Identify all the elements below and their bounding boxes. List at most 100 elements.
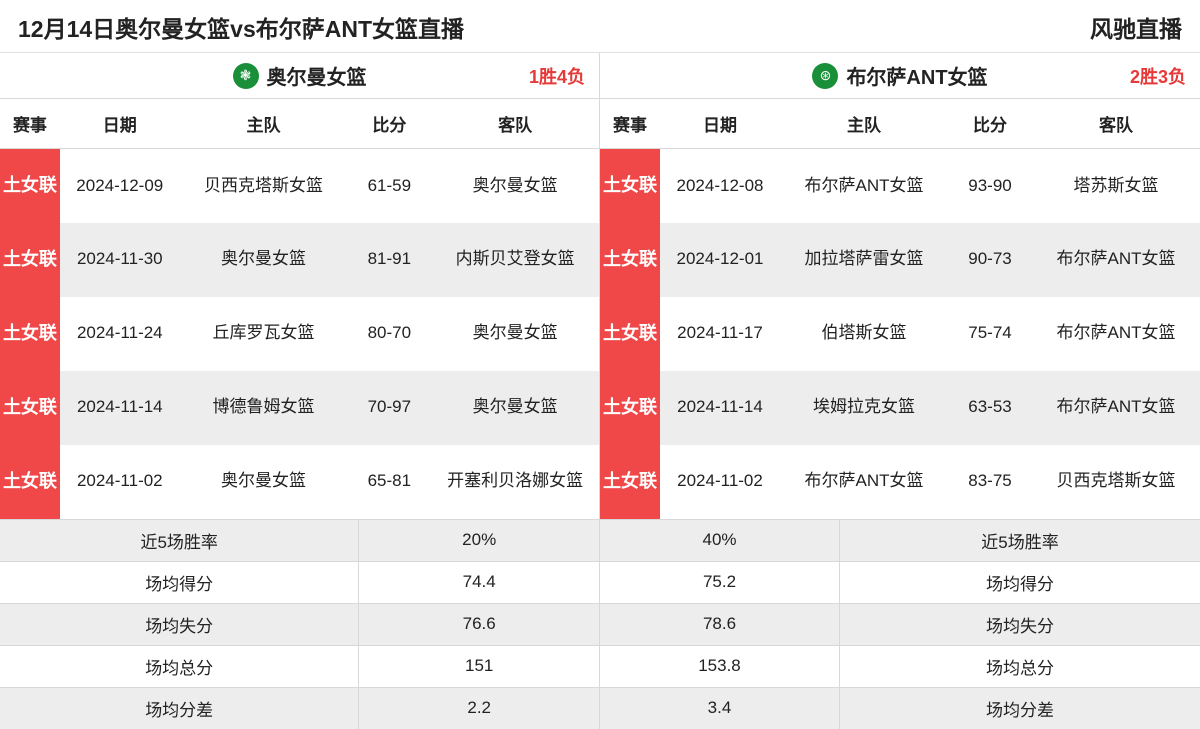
league-cell: 土女联 <box>600 149 660 223</box>
right-stats: 40%近5场胜率75.2场均得分78.6场均失分153.8场均总分3.4场均分差 <box>600 519 1200 729</box>
table-head-row: 赛事 日期 主队 比分 客队 <box>600 99 1200 149</box>
table-row[interactable]: 土女联2024-11-24丘库罗瓦女篮80-70奥尔曼女篮 <box>0 297 599 371</box>
left-team-name: 奥尔曼女篮 <box>267 61 367 90</box>
table-row[interactable]: 土女联2024-11-14埃姆拉克女篮63-53布尔萨ANT女篮 <box>600 371 1200 445</box>
table-row[interactable]: 土女联2024-12-08布尔萨ANT女篮93-90塔苏斯女篮 <box>600 149 1200 223</box>
page-header: 12月14日奥尔曼女篮vs布尔萨ANT女篮直播 风驰直播 <box>0 0 1200 53</box>
stats-row: 场均得分74.4 <box>0 561 599 603</box>
left-team-record: 1胜4负 <box>529 63 585 89</box>
right-team-record: 2胜3负 <box>1130 63 1186 89</box>
stats-row: 3.4场均分差 <box>600 687 1200 729</box>
score-cell: 83-75 <box>948 445 1032 519</box>
score-cell: 81-91 <box>347 223 431 297</box>
date-cell: 2024-11-02 <box>660 445 780 519</box>
away-cell: 布尔萨ANT女篮 <box>1032 223 1200 297</box>
match-title: 12月14日奥尔曼女篮vs布尔萨ANT女篮直播 <box>18 10 464 44</box>
stats-row: 75.2场均得分 <box>600 561 1200 603</box>
left-team-header: ❃ 奥尔曼女篮 1胜4负 <box>0 53 599 99</box>
score-cell: 70-97 <box>347 371 431 445</box>
stats-row: 场均失分76.6 <box>0 603 599 645</box>
stats-label: 场均分差 <box>840 688 1200 729</box>
col-date: 日期 <box>660 99 780 149</box>
date-cell: 2024-11-30 <box>60 223 180 297</box>
away-cell: 内斯贝艾登女篮 <box>431 223 599 297</box>
score-cell: 65-81 <box>347 445 431 519</box>
home-cell: 博德鲁姆女篮 <box>180 371 348 445</box>
stats-value: 151 <box>359 646 599 687</box>
score-cell: 80-70 <box>347 297 431 371</box>
stats-label: 场均总分 <box>840 646 1200 687</box>
date-cell: 2024-12-08 <box>660 149 780 223</box>
league-cell: 土女联 <box>0 149 60 223</box>
col-score: 比分 <box>948 99 1032 149</box>
col-score: 比分 <box>347 99 431 149</box>
date-cell: 2024-11-24 <box>60 297 180 371</box>
table-row[interactable]: 土女联2024-12-01加拉塔萨雷女篮90-73布尔萨ANT女篮 <box>600 223 1200 297</box>
left-stats: 近5场胜率20%场均得分74.4场均失分76.6场均总分151场均分差2.2 <box>0 519 600 729</box>
away-cell: 塔苏斯女篮 <box>1032 149 1200 223</box>
stats-row: 近5场胜率20% <box>0 519 599 561</box>
stats-value: 40% <box>600 520 840 561</box>
right-team-name: 布尔萨ANT女篮 <box>846 61 987 90</box>
home-cell: 奥尔曼女篮 <box>180 223 348 297</box>
away-cell: 布尔萨ANT女篮 <box>1032 297 1200 371</box>
table-row[interactable]: 土女联2024-11-30奥尔曼女篮81-91内斯贝艾登女篮 <box>0 223 599 297</box>
home-cell: 加拉塔萨雷女篮 <box>780 223 948 297</box>
table-head-row: 赛事 日期 主队 比分 客队 <box>0 99 599 149</box>
stats-value: 74.4 <box>359 562 599 603</box>
date-cell: 2024-11-02 <box>60 445 180 519</box>
col-away: 客队 <box>431 99 599 149</box>
date-cell: 2024-11-14 <box>660 371 780 445</box>
away-cell: 开塞利贝洛娜女篮 <box>431 445 599 519</box>
left-results-table: 赛事 日期 主队 比分 客队 土女联2024-12-09贝西克塔斯女篮61-59… <box>0 99 599 519</box>
right-team-panel: ⊛ 布尔萨ANT女篮 2胜3负 赛事 日期 主队 比分 客队 土女联2024-1… <box>600 53 1200 519</box>
stats-value: 75.2 <box>600 562 840 603</box>
home-cell: 丘库罗瓦女篮 <box>180 297 348 371</box>
col-home: 主队 <box>180 99 348 149</box>
right-team-header: ⊛ 布尔萨ANT女篮 2胜3负 <box>600 53 1200 99</box>
score-cell: 90-73 <box>948 223 1032 297</box>
brand-label: 风驰直播 <box>1090 10 1182 44</box>
stats-row: 78.6场均失分 <box>600 603 1200 645</box>
score-cell: 93-90 <box>948 149 1032 223</box>
score-cell: 61-59 <box>347 149 431 223</box>
away-cell: 奥尔曼女篮 <box>431 297 599 371</box>
stats-block: 近5场胜率20%场均得分74.4场均失分76.6场均总分151场均分差2.2 4… <box>0 519 1200 729</box>
table-row[interactable]: 土女联2024-11-02奥尔曼女篮65-81开塞利贝洛娜女篮 <box>0 445 599 519</box>
away-cell: 奥尔曼女篮 <box>431 371 599 445</box>
date-cell: 2024-12-09 <box>60 149 180 223</box>
date-cell: 2024-12-01 <box>660 223 780 297</box>
away-cell: 奥尔曼女篮 <box>431 149 599 223</box>
home-cell: 伯塔斯女篮 <box>780 297 948 371</box>
stats-value: 2.2 <box>359 688 599 729</box>
table-row[interactable]: 土女联2024-12-09贝西克塔斯女篮61-59奥尔曼女篮 <box>0 149 599 223</box>
away-cell: 贝西克塔斯女篮 <box>1032 445 1200 519</box>
col-home: 主队 <box>780 99 948 149</box>
league-cell: 土女联 <box>0 371 60 445</box>
table-row[interactable]: 土女联2024-11-14博德鲁姆女篮70-97奥尔曼女篮 <box>0 371 599 445</box>
league-cell: 土女联 <box>0 445 60 519</box>
date-cell: 2024-11-14 <box>60 371 180 445</box>
col-league: 赛事 <box>600 99 660 149</box>
stats-label: 近5场胜率 <box>840 520 1200 561</box>
table-row[interactable]: 土女联2024-11-02布尔萨ANT女篮83-75贝西克塔斯女篮 <box>600 445 1200 519</box>
stats-value: 76.6 <box>359 604 599 645</box>
league-cell: 土女联 <box>600 297 660 371</box>
left-team-panel: ❃ 奥尔曼女篮 1胜4负 赛事 日期 主队 比分 客队 土女联2024-12-0… <box>0 53 600 519</box>
stats-label: 场均失分 <box>0 604 359 645</box>
stats-row: 40%近5场胜率 <box>600 519 1200 561</box>
score-cell: 63-53 <box>948 371 1032 445</box>
league-cell: 土女联 <box>0 297 60 371</box>
stats-value: 3.4 <box>600 688 840 729</box>
table-row[interactable]: 土女联2024-11-17伯塔斯女篮75-74布尔萨ANT女篮 <box>600 297 1200 371</box>
league-cell: 土女联 <box>600 371 660 445</box>
stats-label: 近5场胜率 <box>0 520 359 561</box>
stats-row: 场均分差2.2 <box>0 687 599 729</box>
stats-label: 场均得分 <box>0 562 359 603</box>
score-cell: 75-74 <box>948 297 1032 371</box>
stats-label: 场均分差 <box>0 688 359 729</box>
date-cell: 2024-11-17 <box>660 297 780 371</box>
tables-container: ❃ 奥尔曼女篮 1胜4负 赛事 日期 主队 比分 客队 土女联2024-12-0… <box>0 53 1200 519</box>
league-cell: 土女联 <box>600 445 660 519</box>
league-cell: 土女联 <box>0 223 60 297</box>
